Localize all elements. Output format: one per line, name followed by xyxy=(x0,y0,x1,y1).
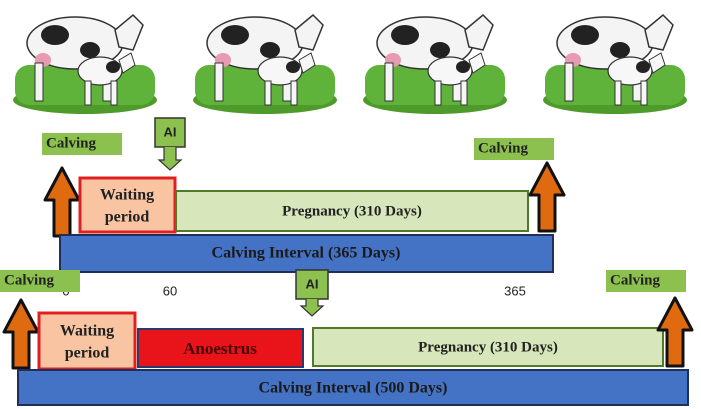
cow-4 xyxy=(542,14,688,115)
calving-arrow-right xyxy=(528,161,566,233)
waiting-label-line: period xyxy=(105,209,150,226)
calving-label: Calving xyxy=(4,272,55,288)
ai-box xyxy=(295,269,329,300)
calving-label: Calving xyxy=(610,272,661,288)
ai-box xyxy=(154,117,186,148)
pregnancy-bar xyxy=(175,190,529,232)
calving-interval-bar xyxy=(17,369,689,406)
calving-arrow-left xyxy=(2,298,40,370)
calving-label-box xyxy=(606,270,686,292)
calving-label-box xyxy=(474,138,554,160)
waiting-label-line: period xyxy=(65,345,110,362)
waiting-period-box xyxy=(37,311,137,371)
day-label: 365 xyxy=(504,283,526,298)
pregnancy-label: Pregnancy (310 Days) xyxy=(418,339,558,355)
cow-1 xyxy=(12,14,158,115)
calving-interval-bar xyxy=(59,234,554,273)
anoestrus-bar xyxy=(137,328,304,368)
anoestrus-label: Anoestrus xyxy=(183,339,257,358)
calving-interval-label: Calving Interval (365 Days) xyxy=(212,245,401,262)
calving-label: Calving xyxy=(46,135,97,151)
pregnancy-bar xyxy=(312,327,664,367)
calving-interval-label: Calving Interval (500 Days) xyxy=(259,380,448,397)
ai-arrow xyxy=(299,299,325,317)
day-label: 60 xyxy=(163,283,177,298)
calving-label-box xyxy=(42,133,122,155)
cow-3 xyxy=(362,14,508,115)
ai-label: AI xyxy=(164,124,177,139)
calving-label-box xyxy=(0,270,80,292)
cow-2 xyxy=(192,14,338,115)
waiting-label-line: Waiting xyxy=(60,323,114,340)
waiting-label-line: Waiting xyxy=(100,187,154,204)
ai-label: AI xyxy=(306,276,319,291)
calving-label: Calving xyxy=(478,140,529,156)
calving-arrow-left xyxy=(43,166,81,238)
ai-arrow xyxy=(157,147,183,171)
pregnancy-label: Pregnancy (310 Days) xyxy=(282,203,422,219)
